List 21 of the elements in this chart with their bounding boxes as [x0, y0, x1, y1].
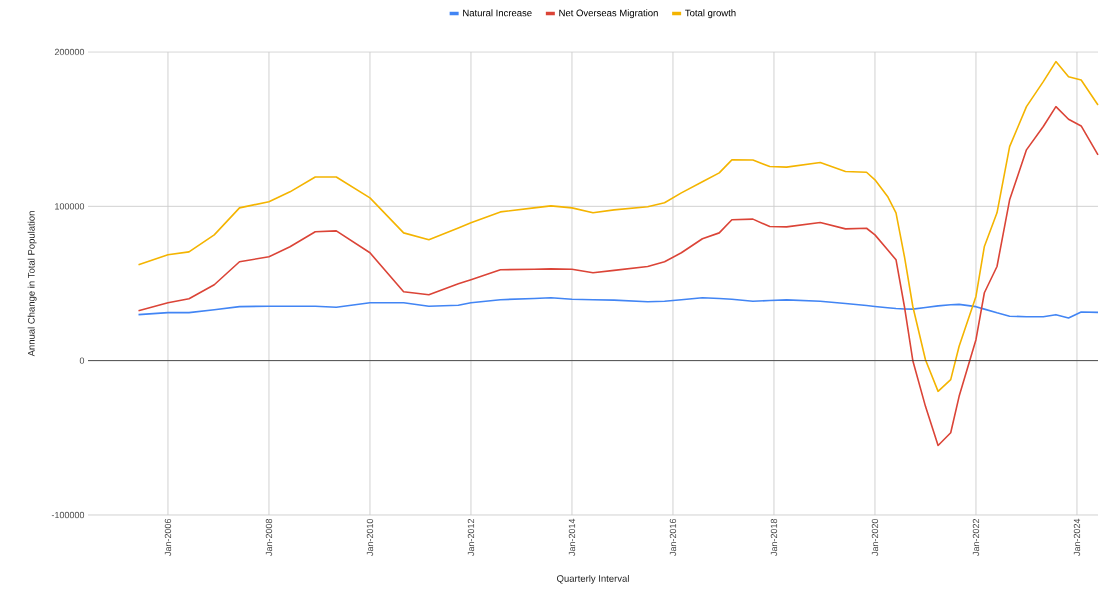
x-tick-label: Jan-2010 — [366, 518, 374, 556]
y-axis-title: Annual Change in Total Population — [27, 211, 37, 357]
x-tick-label: Jan-2018 — [770, 518, 778, 556]
y-tick-label: 200000 — [54, 48, 85, 56]
y-tick-label: 100000 — [55, 203, 85, 210]
x-tick-label: Jan-2012 — [467, 519, 475, 556]
line-series — [137, 60, 1099, 393]
x-tick-label: Jan-2022 — [972, 519, 980, 556]
legend-label: Net Overseas Migration — [559, 9, 658, 19]
x-axis-title: Quarterly Interval — [557, 574, 629, 584]
legend-label: Natural Increase — [463, 9, 532, 17]
x-tick-label: Jan-2008 — [265, 518, 273, 556]
x-tick-label: Jan-2020 — [871, 518, 879, 556]
x-tick-label: Jan-2006 — [164, 518, 172, 556]
line-series — [137, 105, 1099, 447]
x-tick-label: Jan-2014 — [568, 518, 576, 556]
x-tick-label: Jan-2024 — [1073, 518, 1081, 556]
y-tick-label: -100000 — [51, 511, 85, 519]
x-tick-label: Jan-2016 — [669, 518, 677, 556]
legend-label: Total growth — [685, 9, 736, 19]
y-tick-label: 0 — [79, 357, 85, 364]
